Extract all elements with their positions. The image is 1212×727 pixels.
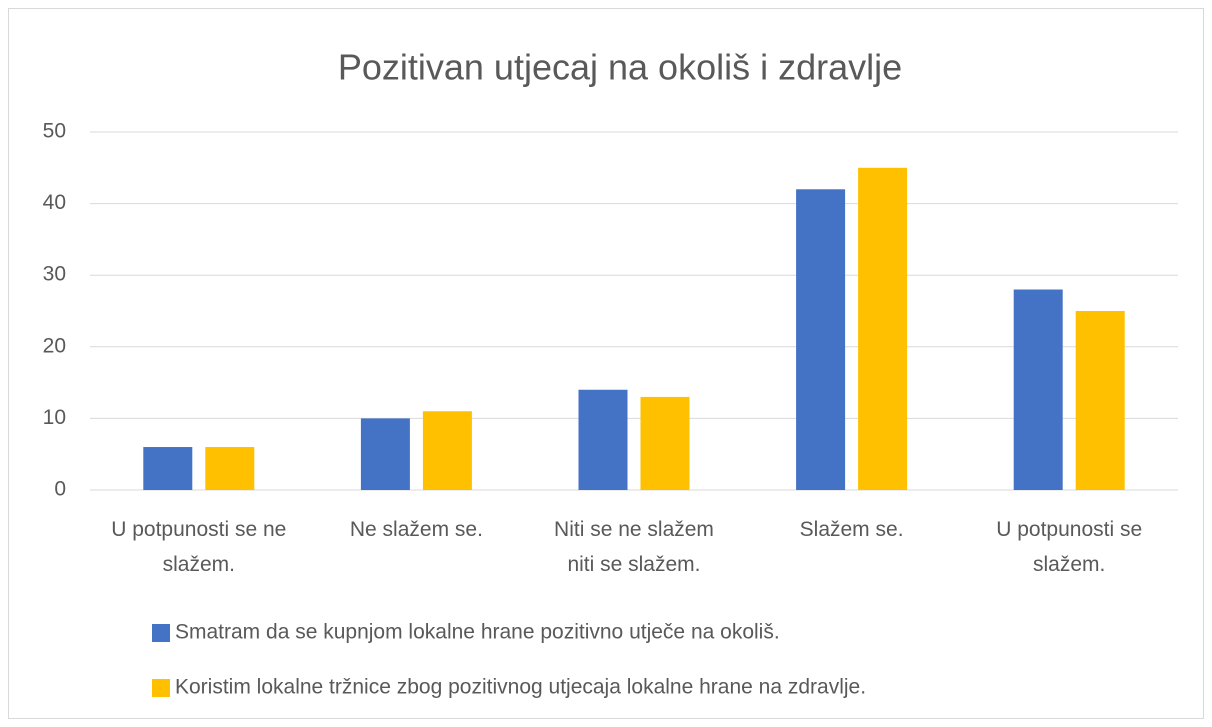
bar	[1075, 311, 1125, 490]
y-tick-label: 40	[43, 191, 66, 214]
x-tick-label-box: U potpunosti se ne slažem.	[111, 518, 287, 576]
bar	[422, 411, 472, 490]
bar	[796, 189, 846, 490]
x-tick-label-box: Slažem se.	[799, 518, 904, 541]
x-tick-label-box: U potpunosti se slažem.	[996, 518, 1143, 576]
chart-border	[8, 8, 1204, 719]
y-tick-label: 10	[43, 406, 66, 429]
chart-title: Pozitivan utjecaj na okoliš i zdravlje	[338, 47, 902, 88]
x-tick-label: Ne slažem se.	[349, 518, 483, 541]
bar	[858, 167, 908, 491]
x-tick-label-box: Ne slažem se.	[349, 518, 483, 541]
x-tick-label: U potpunosti se slažem.	[996, 518, 1143, 576]
legend-label: Koristim lokalne tržnice zbog pozitivnog…	[175, 676, 866, 699]
legend-swatch	[152, 624, 170, 642]
bar	[578, 389, 628, 490]
bar	[640, 396, 690, 490]
y-tick-label: 50	[43, 120, 66, 143]
x-tick-label: U potpunosti se ne slažem.	[111, 518, 287, 576]
x-tick-label: Niti se ne slažem niti se slažem.	[554, 518, 714, 576]
bar	[205, 447, 255, 490]
y-tick-label: 0	[54, 478, 66, 501]
bar	[143, 447, 193, 490]
x-tick-label: Slažem se.	[799, 518, 904, 541]
y-tick-label: 20	[43, 334, 66, 357]
y-tick-label: 30	[43, 263, 66, 286]
x-tick-label-box: Niti se ne slažem niti se slažem.	[554, 518, 714, 576]
bar	[360, 418, 410, 490]
legend-label: Smatram da se kupnjom lokalne hrane pozi…	[175, 621, 780, 644]
bar	[1013, 289, 1063, 490]
legend-swatch	[152, 679, 170, 697]
